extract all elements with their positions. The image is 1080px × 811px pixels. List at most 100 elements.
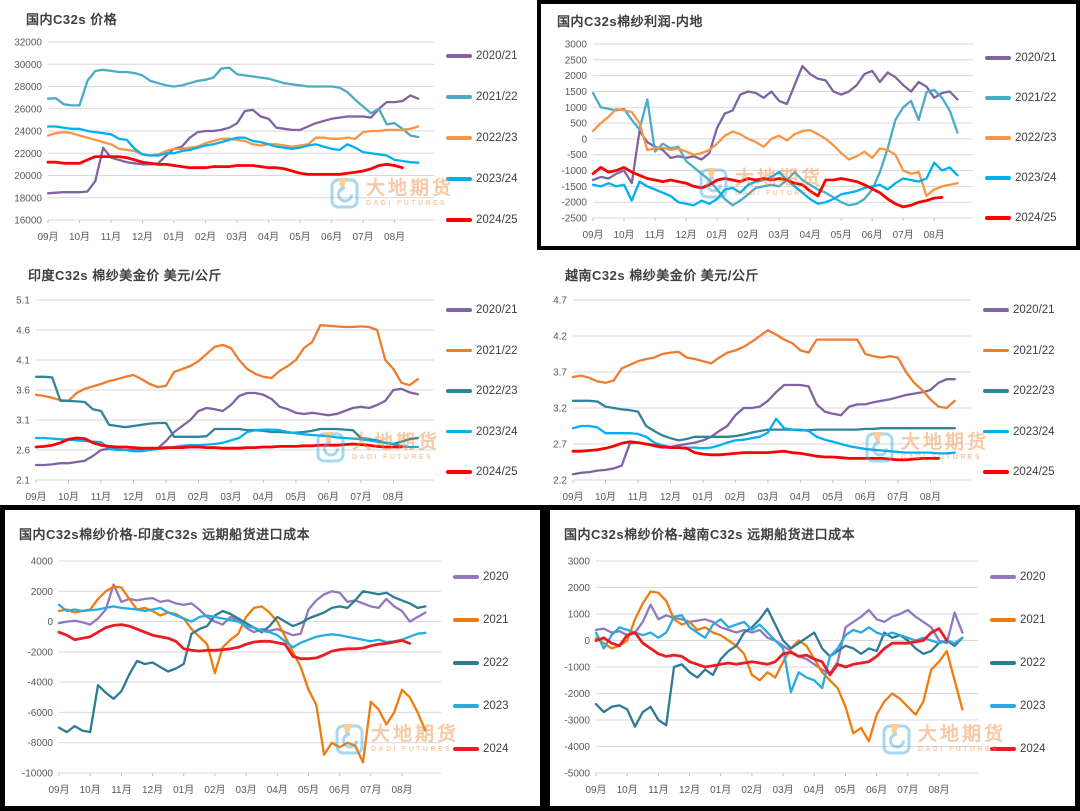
- legend-swatch: [983, 348, 1009, 353]
- legend-swatch: [446, 54, 472, 58]
- svg-text:01月: 01月: [692, 491, 713, 503]
- legend-label: 2023/24: [476, 425, 518, 438]
- svg-text:0: 0: [584, 636, 590, 647]
- svg-text:05月: 05月: [831, 229, 852, 241]
- svg-text:02月: 02月: [188, 491, 209, 503]
- chart-title: 印度C32s 棉纱美金价 美元/公斤: [28, 268, 222, 283]
- legend-item: 2021: [453, 614, 509, 626]
- svg-text:11月: 11月: [648, 784, 668, 796]
- legend-swatch: [446, 218, 472, 222]
- svg-text:03月: 03月: [773, 784, 794, 796]
- svg-text:06月: 06月: [866, 784, 887, 796]
- chart-panel-vietnam-c32s-usd-price: 越南C32s 棉纱美金价 美元/公斤 2.2 2.7 3.2 3.7 4.2 4.7 09月…: [537, 252, 1080, 505]
- legend-label: 2020/21: [476, 304, 518, 316]
- svg-text:3.7: 3.7: [553, 368, 567, 379]
- svg-text:-1000: -1000: [564, 663, 590, 674]
- legend-swatch: [990, 575, 1016, 579]
- svg-text:22000: 22000: [14, 149, 42, 160]
- legend-item: 2022/23: [983, 385, 1055, 397]
- svg-text:01月: 01月: [710, 784, 731, 796]
- legend-label: 2022: [1020, 657, 1046, 669]
- svg-text:-2000: -2000: [27, 647, 53, 658]
- svg-text:12月: 12月: [123, 491, 144, 503]
- svg-text:11月: 11月: [628, 491, 648, 503]
- svg-text:09月: 09月: [25, 491, 46, 503]
- chart-title: 越南C32s 棉纱美金价 美元/公斤: [565, 268, 759, 283]
- legend-label: 2021: [1020, 614, 1046, 626]
- legend-label: 2020: [1020, 571, 1046, 583]
- legend-swatch: [453, 618, 479, 622]
- svg-text:11月: 11月: [111, 784, 131, 796]
- legend-swatch: [446, 177, 472, 181]
- svg-text:16000: 16000: [14, 216, 42, 227]
- svg-text:12月: 12月: [679, 784, 700, 796]
- vietnam-price-line-chart: 2.2 2.7 3.2 3.7 4.2 4.7 09月 10月 11月 12月 01月 02月 03月 0…: [553, 296, 971, 503]
- svg-text:2.7: 2.7: [553, 440, 567, 451]
- svg-text:08月: 08月: [928, 784, 949, 796]
- legend: 2020/21 2021/22 2022/23 2023/24 2024/25: [985, 32, 1076, 246]
- svg-text:18000: 18000: [14, 193, 42, 204]
- legend-label: 2021/22: [476, 91, 518, 103]
- svg-text:4.1: 4.1: [16, 356, 30, 367]
- legend-label: 2024/25: [476, 214, 518, 226]
- chart-title: 国内C32s棉纱价格-印度C32s 远期船货进口成本: [19, 527, 311, 542]
- svg-text:11月: 11月: [91, 491, 111, 503]
- svg-text:500: 500: [570, 119, 587, 130]
- legend-item: 2022: [990, 657, 1046, 669]
- legend-swatch: [446, 429, 472, 434]
- legend-item: 2023: [990, 700, 1046, 712]
- svg-text:12月: 12月: [676, 229, 697, 241]
- legend-item: 2024: [990, 743, 1046, 755]
- domestic-profit-line-chart: -2500 -2000 -1500 -1000 -500 0 500 1000 1500 2000…: [561, 40, 973, 241]
- svg-text:-2000: -2000: [561, 198, 587, 209]
- svg-text:09月: 09月: [582, 229, 603, 241]
- svg-text:11月: 11月: [101, 231, 121, 243]
- india-price-line-chart: 2.1 2.6 3.1 3.6 4.1 4.6 5.1 09月 10月 11月 12月 01月 02月 0…: [16, 296, 434, 503]
- chart-title: 国内C32s棉纱价格-越南C32s 远期船货进口成本: [564, 527, 856, 542]
- svg-text:03月: 03月: [236, 784, 257, 796]
- svg-text:01月: 01月: [155, 491, 176, 503]
- india-spread-line-chart: -10000 -8000 -6000 -4000 -2000 0 2000 4000 09月 10…: [22, 557, 441, 796]
- legend-swatch: [985, 136, 1011, 140]
- svg-text:10月: 10月: [617, 784, 638, 796]
- legend-item: 2020: [453, 571, 509, 583]
- legend-swatch: [983, 389, 1009, 393]
- svg-text:05月: 05月: [285, 491, 306, 503]
- legend-swatch: [446, 308, 472, 312]
- svg-text:02月: 02月: [741, 784, 762, 796]
- svg-text:0: 0: [581, 134, 587, 145]
- svg-text:1000: 1000: [568, 610, 591, 621]
- svg-text:-500: -500: [567, 150, 587, 161]
- legend-item: 2024/25: [985, 212, 1057, 224]
- legend-item: 2022/23: [446, 385, 518, 397]
- legend-item: 2021/22: [985, 92, 1057, 104]
- legend-item: 2021/22: [446, 345, 518, 357]
- svg-text:2500: 2500: [565, 55, 588, 66]
- svg-text:2.6: 2.6: [16, 446, 30, 457]
- svg-text:05月: 05月: [822, 491, 843, 503]
- legend: 2020 2021 2022 2023 2024: [990, 549, 1075, 801]
- svg-text:02月: 02月: [725, 491, 746, 503]
- legend-item: 2021: [990, 614, 1046, 626]
- svg-text:07月: 07月: [350, 491, 371, 503]
- svg-text:10月: 10月: [80, 784, 101, 796]
- svg-text:2000: 2000: [565, 71, 588, 82]
- legend-label: 2021/22: [1013, 344, 1055, 357]
- legend-item: 2024/25: [983, 466, 1055, 478]
- legend-item: 2020: [990, 571, 1046, 583]
- svg-text:30000: 30000: [14, 60, 42, 71]
- legend-item: 2023/24: [446, 173, 518, 185]
- svg-text:4000: 4000: [31, 557, 54, 568]
- legend: 2020/21 2021/22 2022/23 2023/24 2024/25: [983, 288, 1080, 508]
- svg-text:3.6: 3.6: [16, 386, 30, 397]
- svg-text:04月: 04月: [790, 491, 811, 503]
- chart-panel-domestic-c32s-price: 国内C32s 价格 16000 18000 20000 22000 24000 26000…: [0, 0, 537, 250]
- svg-text:4.2: 4.2: [553, 332, 567, 343]
- vietnam-spread-line-chart: -5000 -4000 -3000 -2000 -1000 0 1000 2000 3000 09…: [564, 557, 978, 796]
- svg-text:03月: 03月: [227, 231, 248, 243]
- svg-text:07月: 07月: [360, 784, 381, 796]
- svg-text:12月: 12月: [132, 231, 153, 243]
- legend-label: 2024: [483, 743, 509, 755]
- legend-item: 2022/23: [446, 132, 518, 144]
